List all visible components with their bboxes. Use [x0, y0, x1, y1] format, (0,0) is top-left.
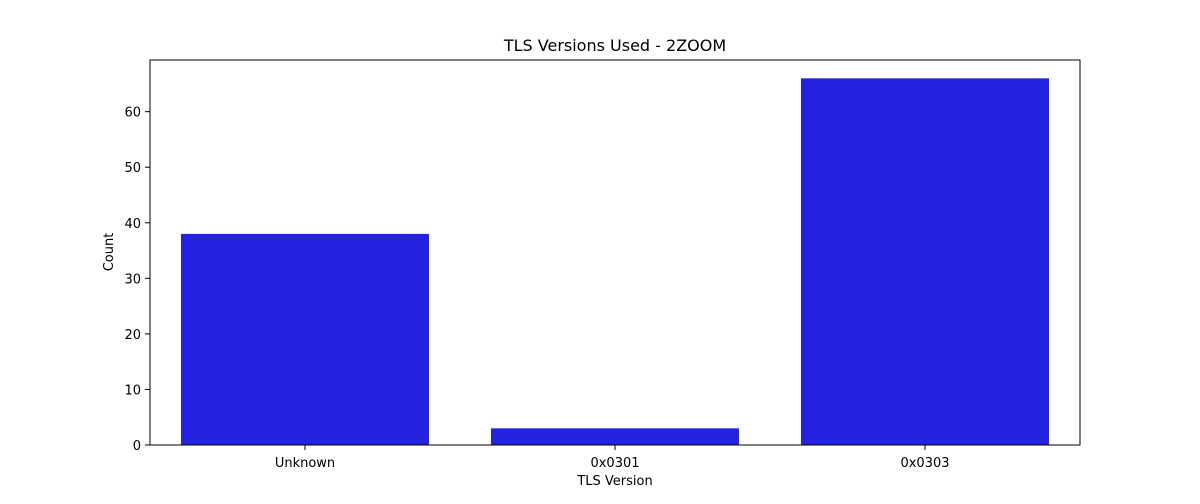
y-tick-label: 60 [124, 106, 141, 121]
x-axis-label: TLS Version [576, 474, 652, 489]
y-tick-label: 0 [133, 439, 141, 454]
y-tick-label: 40 [124, 217, 141, 232]
y-tick-label: 10 [124, 383, 141, 398]
y-tick-label: 20 [124, 328, 141, 343]
bar-0x0301 [491, 428, 739, 445]
x-tick-label: Unknown [275, 456, 335, 471]
bar-0x0303 [801, 78, 1049, 445]
y-tick-label: 30 [124, 272, 141, 287]
plot-frame [149, 59, 1081, 446]
y-axis-label: Count [102, 233, 117, 272]
y-tick-label: 50 [124, 161, 141, 176]
bars-layer [181, 78, 1049, 445]
x-tick-label: 0x0303 [900, 456, 949, 471]
ticks-layer: Unknown 0x0301 0x0303 0 10 20 30 40 50 60 [124, 106, 949, 471]
x-tick-label: 0x0301 [590, 456, 639, 471]
chart-title: TLS Versions Used - 2ZOOM [503, 36, 726, 55]
bar-unknown [181, 233, 429, 445]
